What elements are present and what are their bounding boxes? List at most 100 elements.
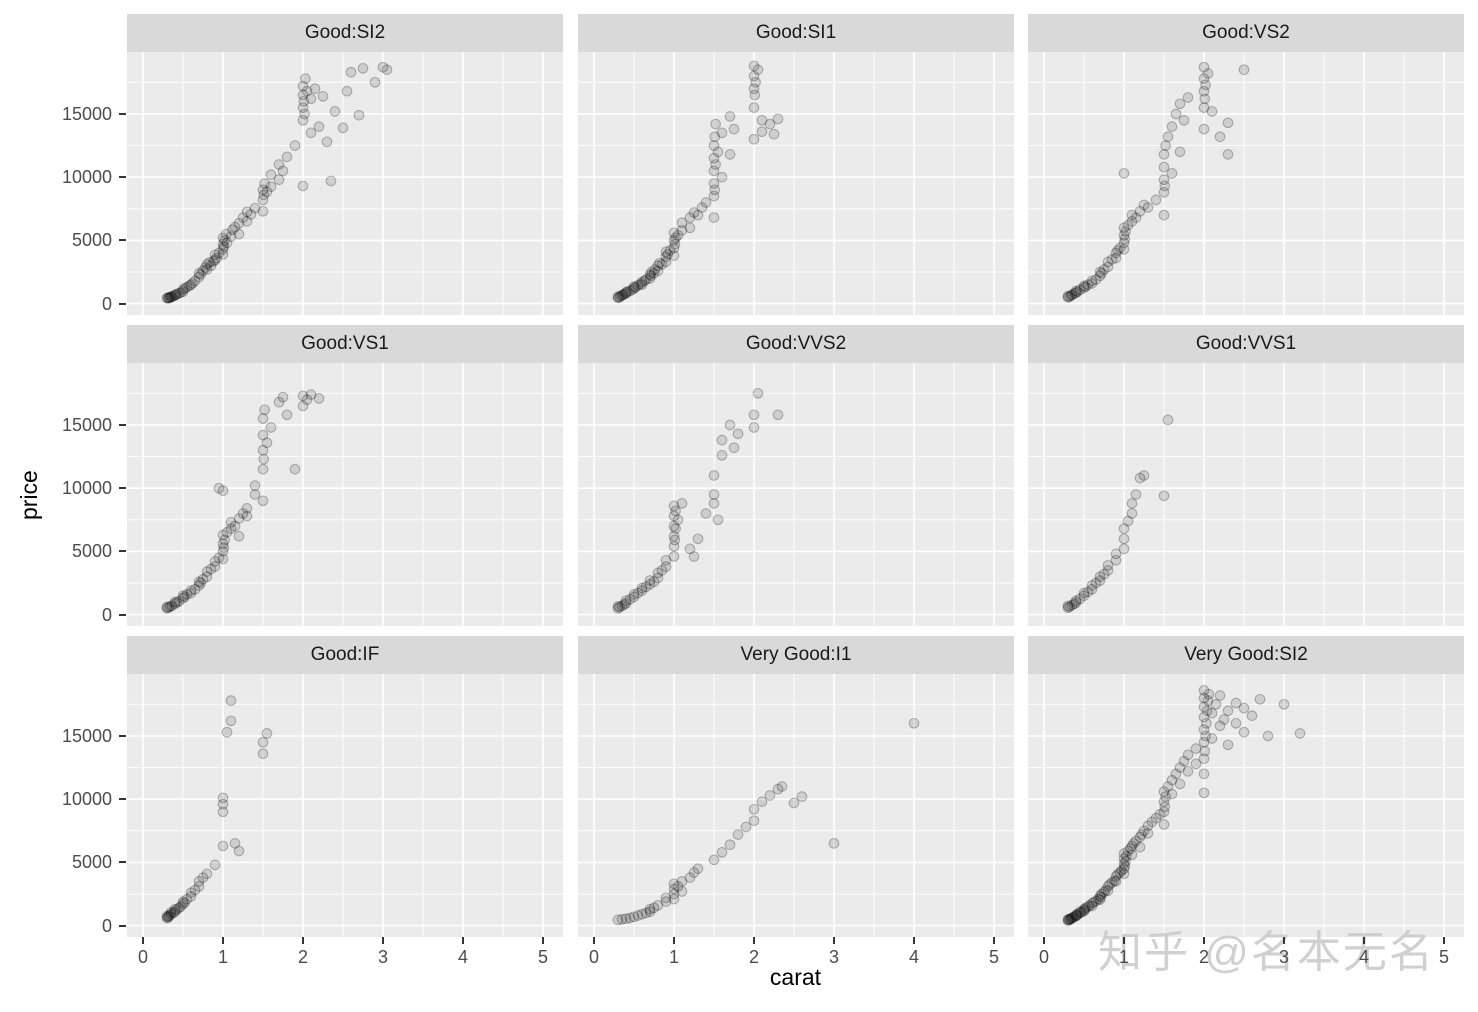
x-tick-label: 2 — [748, 947, 759, 967]
y-tick-label: 0 — [101, 293, 112, 314]
x-tick-mark — [753, 937, 755, 944]
facet-title: Good:SI2 — [304, 22, 386, 43]
facet-title: Very Good:I1 — [740, 644, 852, 665]
y-tick-mark — [119, 861, 126, 864]
facet-strip: Good:IF — [127, 636, 563, 674]
y-tick-mark — [119, 302, 126, 305]
x-tick-label: 2 — [1198, 947, 1209, 967]
y-tick-mark — [119, 734, 126, 737]
x-tick-label: 4 — [457, 947, 468, 967]
x-tick-mark — [382, 937, 384, 944]
x-tick-label: 3 — [1278, 947, 1289, 967]
x-tick-label: 1 — [1118, 947, 1129, 967]
y-tick-label: 15000 — [61, 725, 112, 746]
y-tick-mark — [119, 924, 126, 927]
x-tick-label: 1 — [668, 947, 679, 967]
y-tick-mark — [119, 798, 126, 801]
x-tick-mark — [993, 937, 995, 944]
facet-strip: Good:VS1 — [127, 325, 563, 363]
facet-title: Very Good:SI2 — [1184, 644, 1308, 665]
x-tick-mark — [462, 937, 464, 944]
facet-plot-area — [1028, 363, 1464, 626]
facet-strip: Very Good:I1 — [578, 636, 1014, 674]
facet-strip: Good:VS2 — [1028, 14, 1464, 52]
facet-good-vs2: Good:VS2 — [1028, 14, 1464, 315]
x-tick-mark — [302, 937, 304, 944]
x-tick-mark — [1043, 937, 1045, 944]
facet-strip: Good:VVS2 — [578, 325, 1014, 363]
facet-good-vvs2: Good:VVS2 — [578, 325, 1014, 626]
facet-plot-area — [1028, 674, 1464, 937]
facet-good-vs1: Good:VS1 — [127, 325, 563, 626]
y-tick-mark — [119, 613, 126, 616]
x-tick-mark — [673, 937, 675, 944]
y-tick-label: 5000 — [71, 230, 112, 251]
y-tick-mark — [119, 176, 126, 179]
facet-very-good-si2: Very Good:SI2 — [1028, 636, 1464, 937]
y-tick-label: 15000 — [61, 414, 112, 435]
x-tick-label: 0 — [137, 947, 148, 967]
y-tick-label: 10000 — [61, 478, 112, 499]
x-tick-mark — [1443, 937, 1445, 944]
facet-plot-area — [127, 52, 563, 315]
facet-good-si2: Good:SI2 — [127, 14, 563, 315]
facet-very-good-i1: Very Good:I1 — [578, 636, 1014, 937]
x-tick-label: 3 — [377, 947, 388, 967]
facet-strip: Very Good:SI2 — [1028, 636, 1464, 674]
facet-good-if: Good:IF — [127, 636, 563, 937]
y-tick-label: 15000 — [61, 103, 112, 124]
y-tick-mark — [119, 423, 126, 426]
y-tick-label: 5000 — [71, 541, 112, 562]
facet-title: Good:VS2 — [1202, 22, 1290, 43]
x-tick-mark — [542, 937, 544, 944]
facet-good-si1: Good:SI1 — [578, 14, 1014, 315]
x-tick-label: 1 — [217, 947, 228, 967]
facet-title: Good:IF — [310, 644, 380, 665]
facet-title: Good:VS1 — [301, 333, 389, 354]
facet-plot-area — [578, 674, 1014, 937]
x-tick-label: 4 — [908, 947, 919, 967]
y-tick-label: 10000 — [61, 167, 112, 188]
y-tick-label: 10000 — [61, 789, 112, 810]
facet-plot-area — [127, 674, 563, 937]
x-tick-mark — [1123, 937, 1125, 944]
facet-plot-area — [127, 363, 563, 626]
watermark: 知乎 @名本无名 — [1098, 928, 1435, 977]
x-tick-label: 5 — [988, 947, 999, 967]
facet-good-vvs1: Good:VVS1 — [1028, 325, 1464, 626]
y-tick-label: 0 — [101, 915, 112, 936]
x-tick-mark — [1283, 937, 1285, 944]
x-tick-label: 2 — [297, 947, 308, 967]
x-tick-mark — [913, 937, 915, 944]
facet-title: Good:VVS1 — [1195, 333, 1297, 354]
x-tick-label: 0 — [588, 947, 599, 967]
facet-strip: Good:VVS1 — [1028, 325, 1464, 363]
facet-plot-area — [578, 363, 1014, 626]
facet-title: Good:SI1 — [755, 22, 837, 43]
y-axis-title: price — [16, 470, 42, 520]
x-tick-label: 4 — [1358, 947, 1369, 967]
y-tick-mark — [119, 487, 126, 490]
x-tick-label: 3 — [828, 947, 839, 967]
x-tick-mark — [222, 937, 224, 944]
x-tick-mark — [1363, 937, 1365, 944]
facet-title: Good:VVS2 — [745, 333, 847, 354]
facet-plot-area — [578, 52, 1014, 315]
x-tick-label: 5 — [1438, 947, 1449, 967]
x-tick-label: 0 — [1038, 947, 1049, 967]
y-tick-mark — [119, 239, 126, 242]
y-tick-label: 0 — [101, 604, 112, 625]
x-tick-mark — [142, 937, 144, 944]
y-tick-mark — [119, 112, 126, 115]
facet-strip: Good:SI2 — [127, 14, 563, 52]
facet-plot-area — [1028, 52, 1464, 315]
x-tick-label: 5 — [537, 947, 548, 967]
y-tick-label: 5000 — [71, 852, 112, 873]
x-tick-mark — [833, 937, 835, 944]
y-tick-mark — [119, 550, 126, 553]
x-tick-mark — [593, 937, 595, 944]
x-axis-title: carat — [769, 964, 822, 990]
facet-strip: Good:SI1 — [578, 14, 1014, 52]
x-tick-mark — [1203, 937, 1205, 944]
